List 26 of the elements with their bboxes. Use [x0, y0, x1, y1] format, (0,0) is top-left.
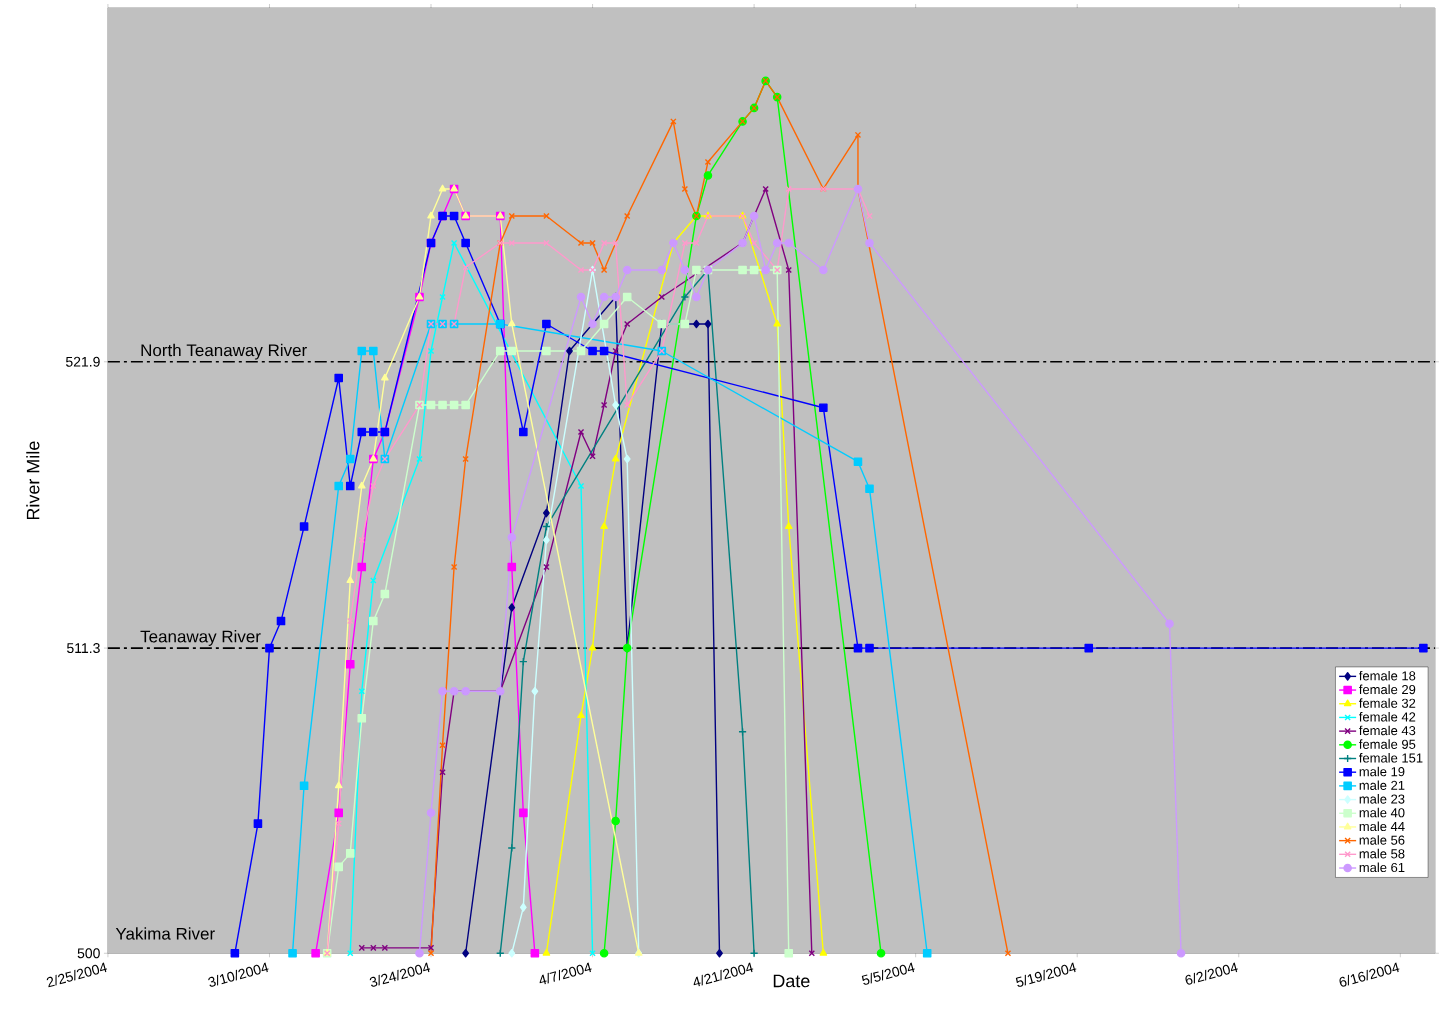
- legend-label: male 56: [1359, 835, 1405, 845]
- annotation: Yakima River: [115, 927, 215, 940]
- x-axis-title: Date: [773, 974, 810, 988]
- y-tick-label: 521.9: [65, 356, 100, 367]
- legend-label: female 32: [1359, 698, 1416, 708]
- legend-label: male 44: [1359, 821, 1405, 831]
- legend-label: female 42: [1359, 711, 1416, 722]
- legend-label: female 29: [1359, 684, 1416, 695]
- x-tick-label: 6/2/2004: [1185, 962, 1238, 985]
- ref-line-label: North Teanaway River: [141, 343, 307, 360]
- y-tick-label: 500: [77, 948, 100, 959]
- legend-label: female 95: [1359, 739, 1416, 749]
- legend-label: male 21: [1359, 780, 1405, 790]
- ref-line-label: Teanaway River: [140, 629, 261, 646]
- y-axis-title: River Mile: [26, 441, 40, 520]
- y-tick-label: 511.3: [67, 643, 100, 653]
- legend-label: female 151: [1359, 752, 1423, 763]
- legend-label: male 40: [1359, 807, 1405, 818]
- legend-label: male 19: [1359, 766, 1405, 777]
- x-tick-label: 5/5/2004: [861, 962, 915, 985]
- legend-label: female 43: [1359, 725, 1416, 736]
- legend-label: male 61: [1359, 862, 1405, 872]
- legend-label: male 58: [1359, 848, 1405, 859]
- legend-label: female 18: [1359, 670, 1416, 681]
- x-tick-label: 4/7/2004: [539, 962, 592, 985]
- legend-label: male 23: [1359, 794, 1405, 804]
